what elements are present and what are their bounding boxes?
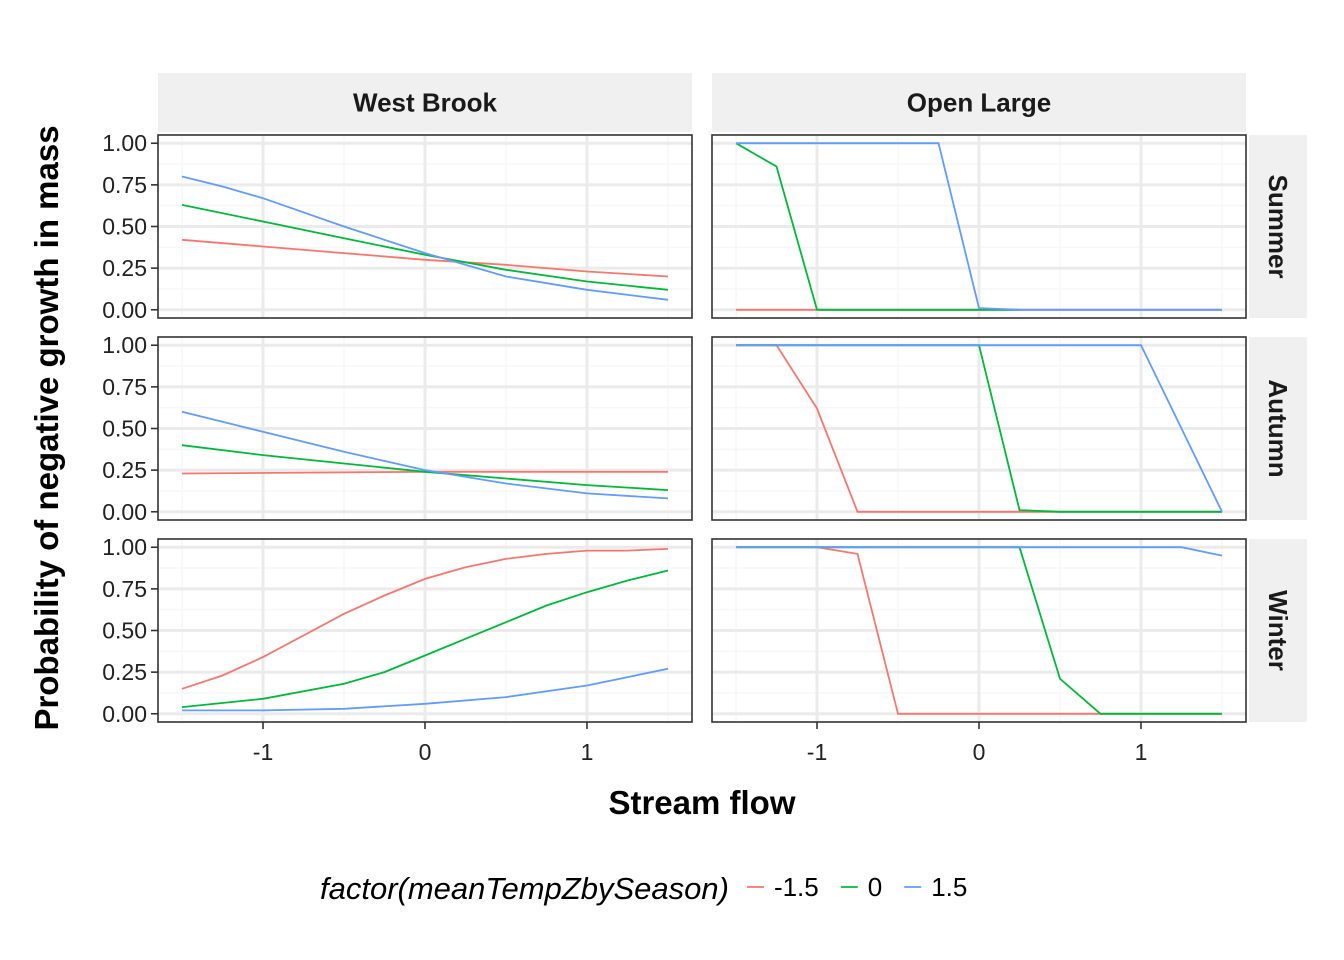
series-line-temp-1.5 (182, 667, 669, 712)
x-tick-label: -1 (253, 739, 273, 765)
y-tick-label: 1.00 (102, 130, 147, 156)
series-line-temp-0 (181, 569, 669, 708)
strip-background (158, 73, 692, 132)
x-tick-label: -1 (807, 739, 827, 765)
panel-west-brook-summer (157, 134, 693, 319)
x-tick-label: 1 (1135, 739, 1148, 765)
series-line-temp-0 (181, 444, 669, 491)
y-tick-label: 0.25 (102, 457, 147, 483)
strip-label-row: Summer (1263, 174, 1293, 278)
legend-items: -1.5 0 1.5 (746, 872, 967, 902)
x-axis-title: Stream flow (608, 784, 795, 821)
y-tick-label: 0.75 (102, 374, 147, 400)
y-tick-label: 0.25 (102, 255, 147, 281)
panel-open-large-autumn (711, 336, 1247, 521)
series-line-temp-1.5 (181, 175, 669, 301)
axes-layer: 0.00 0.25 0.50 0.75 1.00 0.00 0.25 0.50 0.75 1.00… (102, 130, 1147, 765)
strip-background (1249, 337, 1307, 520)
y-tick-label: 1.00 (102, 332, 147, 358)
strip-label-row: Autumn (1263, 379, 1293, 477)
strip-label-col: West Brook (353, 88, 498, 118)
y-tick-label: 0.00 (102, 297, 147, 323)
series-line-temp-1.5 (181, 410, 669, 500)
strip-label-col: Open Large (907, 88, 1051, 118)
series-line-temp-0 (181, 204, 669, 291)
y-tick-label: 0.50 (102, 214, 147, 240)
panels-layer (157, 134, 1247, 723)
legend-label: -1.5 (774, 872, 819, 902)
y-tick-label: 0.75 (102, 172, 147, 198)
x-tick-label: 0 (973, 739, 986, 765)
x-tick-label: 0 (419, 739, 432, 765)
strip-background (712, 73, 1246, 132)
panel-open-large-winter (711, 538, 1247, 723)
strip-background (1249, 135, 1307, 318)
y-tick-label: 1.00 (102, 534, 147, 560)
panel-west-brook-autumn (157, 336, 693, 521)
series-line-temp--1.5 (181, 548, 669, 690)
series-line-temp-1.5 (736, 344, 1223, 513)
facet-strips: West Brook Open Large Summer Autumn Winter (158, 73, 1307, 722)
y-tick-label: 0.25 (102, 659, 147, 685)
y-tick-label: 0.75 (102, 576, 147, 602)
panel-west-brook-winter (157, 538, 693, 723)
legend: factor(meanTempZbySeason) -1.5 0 1.5 (320, 871, 967, 906)
series-line-temp--1.5 (181, 238, 669, 278)
legend-label: 0 (868, 872, 882, 902)
series-line-temp-1.5 (736, 142, 1222, 311)
y-tick-label: 0.50 (102, 618, 147, 644)
y-axis-title: Probability of negative growth in mass (28, 125, 65, 730)
y-tick-label: 0.00 (102, 499, 147, 525)
strip-background (1249, 539, 1307, 722)
strip-label-row: Winter (1263, 590, 1293, 671)
legend-label: 1.5 (931, 872, 967, 902)
y-tick-label: 0.50 (102, 416, 147, 442)
panel-border (711, 336, 1247, 521)
panel-border (711, 134, 1247, 319)
series-line-temp-1.5 (736, 546, 1223, 557)
x-tick-label: 1 (581, 739, 594, 765)
y-tick-label: 0.00 (102, 701, 147, 727)
panel-open-large-summer (711, 134, 1247, 319)
legend-title: factor(meanTempZbySeason) (320, 871, 729, 906)
series-line-temp-0 (735, 142, 1020, 311)
